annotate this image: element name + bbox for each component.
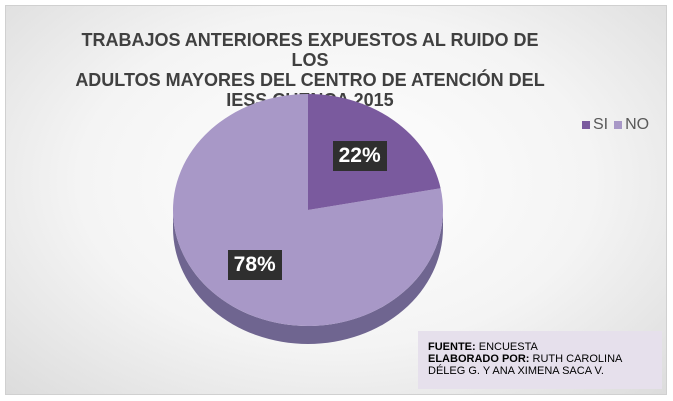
source-label: FUENTE: <box>428 341 476 353</box>
data-label-si: 22% <box>332 141 387 172</box>
author-value: RUTH CAROLINA <box>532 353 623 365</box>
source-box: FUENTE: ENCUESTA ELABORADO POR: RUTH CAR… <box>418 331 662 389</box>
legend-item-no: NO <box>614 116 649 134</box>
pie-side <box>173 210 443 344</box>
data-label-no: 78% <box>227 250 282 281</box>
source-value: ENCUESTA <box>478 341 538 353</box>
legend-label-no: NO <box>625 116 650 133</box>
legend-label-si: SI <box>593 116 609 133</box>
author-value-2: DÉLEG G. Y ANA XIMENA SACA V. <box>428 365 604 377</box>
author-label: ELABORADO POR: <box>428 353 530 365</box>
source-line: FUENTE: ENCUESTA <box>428 341 662 353</box>
legend-swatch-no <box>614 121 623 129</box>
author-line: ELABORADO POR: RUTH CAROLINA <box>428 353 662 365</box>
legend: SI NO <box>582 116 655 134</box>
legend-item-si: SI <box>582 116 608 134</box>
legend-swatch-si <box>582 121 590 129</box>
